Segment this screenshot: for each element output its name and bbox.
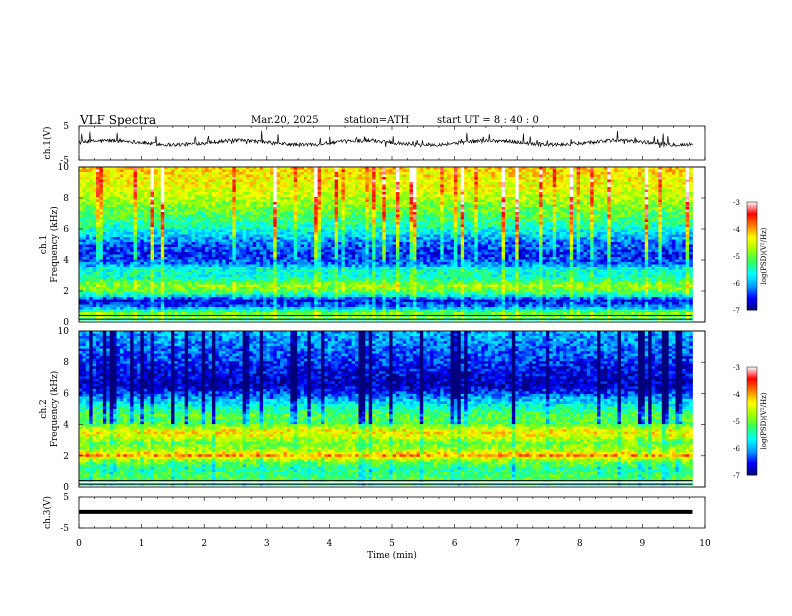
ytick-label: 10 [58, 327, 70, 337]
xtick-label: 8 [577, 539, 583, 549]
spectrogram-ch2-spectrogram [79, 331, 693, 487]
xtick-label: 9 [640, 539, 646, 549]
ytick-label: 6 [63, 389, 69, 399]
ytick-label: 4 [63, 421, 69, 431]
xtick-label: 3 [264, 539, 270, 549]
date-label: Mar.20, 2025 [251, 115, 319, 126]
colorbar-tick-label: -6 [733, 445, 740, 453]
ch1-signal-line [79, 131, 693, 148]
xtick-label: 0 [76, 539, 82, 549]
ytick-label: 5 [63, 122, 69, 132]
ytick-label: 5 [63, 493, 69, 503]
ylabel-ch1-waveform: ch.1(V) [42, 127, 53, 160]
colorbar-tick-label: -6 [733, 280, 740, 288]
ylabel-ch3-waveform: ch.3(V) [42, 496, 53, 529]
channel-label-ch1-spectrogram: ch.1 [39, 235, 49, 254]
station-label: station=ATH [344, 115, 409, 126]
colorbar-tick-label: -5 [733, 253, 740, 261]
ytick-label: 8 [63, 358, 69, 368]
channel-label-ch2-spectrogram: ch.2 [39, 399, 49, 418]
ylabel-ch1-spectrogram: Frequency (kHz) [49, 206, 60, 283]
ytick-label: -5 [60, 524, 69, 534]
colorbar-tick-label: -4 [733, 226, 740, 234]
figure-title: VLF Spectra [80, 113, 156, 127]
colorbar-tick-label: -7 [733, 307, 740, 315]
colorbar-tick-label: -3 [733, 199, 740, 207]
colorbar-ch2-spectrogram [747, 367, 757, 475]
ytick-label: 6 [63, 225, 69, 235]
colorbar-label: log(PSD)(V²/Hz) [760, 392, 768, 449]
xtick-label: 6 [452, 539, 458, 549]
ytick-label: 2 [63, 452, 69, 462]
xaxis-label: Time (min) [367, 550, 417, 561]
colorbar-tick-label: -7 [733, 472, 740, 480]
colorbar-tick-label: -4 [733, 391, 740, 399]
xtick-label: 5 [389, 539, 395, 549]
start-ut-label: start UT = 8 : 40 : 0 [437, 115, 539, 126]
ytick-label: 8 [63, 194, 69, 204]
ytick-label: 10 [58, 163, 70, 173]
xtick-label: 4 [327, 539, 333, 549]
ytick-label: 2 [63, 287, 69, 297]
ytick-label: 4 [63, 256, 69, 266]
colorbar-tick-label: -3 [733, 364, 740, 372]
ylabel-ch2-spectrogram: Frequency (kHz) [49, 371, 60, 448]
ytick-label: 0 [63, 483, 69, 493]
xtick-label: 2 [201, 539, 207, 549]
colorbar-ch1-spectrogram [747, 202, 757, 310]
colorbar-label: log(PSD)(V²/Hz) [760, 227, 768, 284]
xtick-label: 1 [139, 539, 145, 549]
spectrogram-ch1-spectrogram [79, 167, 693, 322]
xtick-label: 7 [514, 539, 520, 549]
colorbar-tick-label: -5 [733, 418, 740, 426]
xtick-label: 10 [699, 539, 711, 549]
